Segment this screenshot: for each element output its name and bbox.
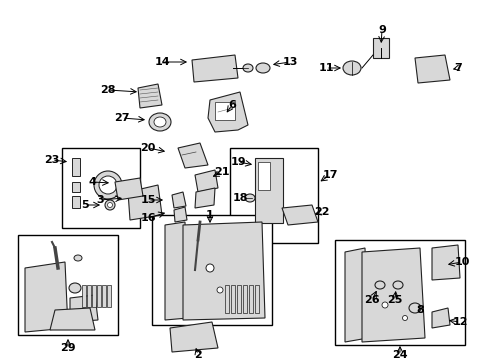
Ellipse shape — [99, 176, 117, 194]
Polygon shape — [431, 245, 459, 280]
Polygon shape — [414, 55, 449, 83]
Text: 8: 8 — [415, 305, 423, 315]
Ellipse shape — [256, 63, 269, 73]
Text: 16: 16 — [140, 213, 156, 223]
Ellipse shape — [402, 315, 407, 320]
Ellipse shape — [205, 264, 214, 272]
Bar — [107, 285, 111, 307]
Ellipse shape — [243, 64, 252, 72]
Bar — [152, 215, 271, 325]
Text: 7: 7 — [453, 63, 461, 73]
Text: 13: 13 — [282, 57, 297, 67]
Text: 11: 11 — [318, 63, 333, 73]
Bar — [229, 148, 317, 243]
Polygon shape — [345, 248, 367, 342]
Ellipse shape — [392, 281, 402, 289]
Text: 29: 29 — [60, 343, 76, 353]
Ellipse shape — [381, 302, 387, 308]
Text: 1: 1 — [206, 210, 213, 220]
Bar — [215, 102, 235, 120]
Bar — [82, 285, 86, 307]
Ellipse shape — [69, 283, 81, 293]
Text: 22: 22 — [314, 207, 329, 217]
Polygon shape — [431, 308, 449, 328]
Ellipse shape — [217, 287, 223, 293]
Polygon shape — [25, 262, 68, 332]
Polygon shape — [172, 192, 185, 208]
Bar — [102, 285, 106, 307]
Text: 27: 27 — [114, 113, 129, 123]
Polygon shape — [282, 205, 317, 225]
Text: 3: 3 — [96, 195, 103, 205]
Bar — [372, 38, 388, 58]
Bar — [72, 158, 80, 176]
Bar — [254, 285, 259, 313]
Polygon shape — [178, 143, 207, 168]
Bar — [62, 148, 140, 228]
Polygon shape — [128, 185, 162, 220]
Text: 12: 12 — [451, 317, 467, 327]
Text: 15: 15 — [140, 195, 155, 205]
Bar — [87, 285, 91, 307]
Ellipse shape — [74, 255, 82, 261]
Polygon shape — [70, 295, 98, 322]
Bar — [72, 196, 80, 208]
Polygon shape — [115, 178, 142, 200]
Polygon shape — [192, 55, 238, 82]
Ellipse shape — [154, 117, 165, 127]
Text: 6: 6 — [227, 100, 235, 110]
Polygon shape — [170, 322, 218, 352]
Polygon shape — [195, 170, 218, 192]
Text: 5: 5 — [81, 200, 89, 210]
Polygon shape — [183, 222, 264, 320]
Text: 21: 21 — [214, 167, 229, 177]
Bar — [224, 285, 228, 313]
Ellipse shape — [94, 171, 122, 199]
Text: 17: 17 — [322, 170, 337, 180]
Ellipse shape — [342, 61, 360, 75]
Polygon shape — [174, 207, 186, 222]
Polygon shape — [361, 248, 424, 342]
Bar — [230, 285, 235, 313]
Bar — [72, 182, 80, 192]
Text: 10: 10 — [453, 257, 469, 267]
Text: 19: 19 — [230, 157, 245, 167]
Bar — [97, 285, 101, 307]
Polygon shape — [195, 188, 215, 208]
Ellipse shape — [149, 113, 171, 131]
Text: 24: 24 — [391, 350, 407, 360]
Bar — [92, 285, 96, 307]
Text: 2: 2 — [194, 350, 202, 360]
Text: 9: 9 — [377, 25, 385, 35]
Ellipse shape — [244, 194, 254, 202]
Ellipse shape — [107, 202, 112, 207]
Text: 14: 14 — [154, 57, 169, 67]
Text: 25: 25 — [386, 295, 402, 305]
Bar — [334, 240, 464, 345]
Text: 20: 20 — [140, 143, 155, 153]
Polygon shape — [207, 92, 247, 132]
Ellipse shape — [408, 303, 420, 313]
Bar — [258, 162, 269, 190]
Text: 28: 28 — [100, 85, 116, 95]
Text: 4: 4 — [88, 177, 96, 187]
Text: 23: 23 — [44, 155, 60, 165]
Bar — [248, 285, 252, 313]
Text: 18: 18 — [232, 193, 247, 203]
Bar — [237, 285, 241, 313]
Polygon shape — [164, 222, 187, 320]
Bar — [18, 235, 118, 335]
Polygon shape — [50, 308, 95, 330]
Bar — [243, 285, 246, 313]
Ellipse shape — [105, 200, 115, 210]
Ellipse shape — [374, 281, 384, 289]
Text: 26: 26 — [364, 295, 379, 305]
Bar — [254, 158, 283, 223]
Polygon shape — [138, 84, 162, 108]
